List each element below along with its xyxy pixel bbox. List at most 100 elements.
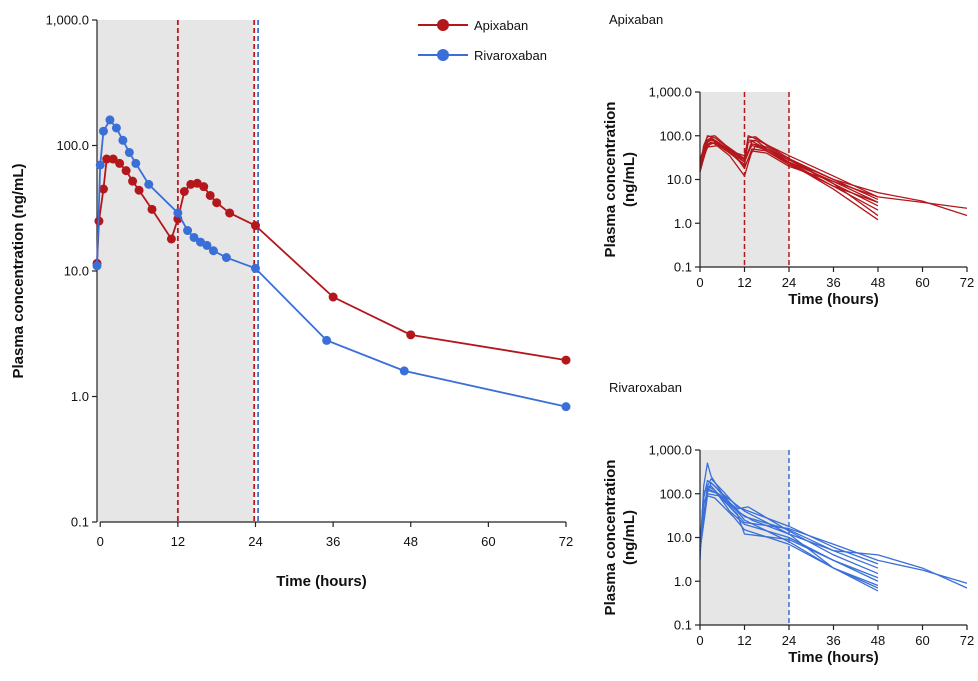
data-point-rivaroxaban [399, 366, 409, 376]
main-series [92, 115, 571, 412]
data-point-apixaban [225, 208, 235, 218]
apx-y-tick-label: 1.0 [674, 216, 692, 231]
riv-x-tick-label: 72 [960, 633, 974, 648]
riv-subject-line [699, 493, 879, 579]
data-point-rivaroxaban [95, 160, 105, 170]
apixaban-series [699, 135, 968, 221]
riv-y-tick-label: 10.0 [667, 530, 692, 545]
apixaban-vlines [743, 92, 790, 267]
apixaban-y-axis-label: Plasma concentration (ng/mL) [602, 102, 638, 258]
data-point-rivaroxaban [144, 179, 154, 189]
rivaroxaban-series [699, 462, 968, 592]
data-point-rivaroxaban [322, 335, 332, 345]
rivaroxaban-x-axis-label: Time (hours) [788, 649, 879, 666]
main-x-tick-label: 60 [481, 534, 495, 549]
data-point-apixaban [212, 198, 222, 208]
riv-x-tick-label: 60 [915, 633, 929, 648]
main-x-tick-label: 48 [404, 534, 418, 549]
rivaroxaban-y-axis-label: Plasma concentration (ng/mL) [602, 460, 638, 616]
apx-y-tick-label: 1,000.0 [649, 85, 692, 100]
data-point-apixaban [128, 176, 138, 186]
data-point-rivaroxaban [118, 135, 128, 145]
data-point-apixaban [205, 190, 215, 200]
apx-subject-line [699, 141, 968, 217]
legend-apixaban-label: Apixaban [474, 18, 528, 33]
main-chart: 0.1 1.0 10.0 100.0 1,000.0 0 12 24 36 48 60 72 Time… [10, 13, 573, 591]
apx-x-tick-label: 72 [960, 275, 974, 290]
data-point-rivaroxaban [111, 123, 121, 133]
main-x-tick-label: 0 [97, 534, 104, 549]
apx-y-axis-label-line: (ng/mL) [621, 152, 638, 207]
main-x-tick-label: 12 [171, 534, 185, 549]
data-point-rivaroxaban [221, 253, 231, 263]
data-point-apixaban [406, 330, 416, 340]
data-point-apixaban [166, 234, 176, 244]
data-point-apixaban [328, 292, 338, 302]
riv-x-tick-label: 12 [737, 633, 751, 648]
rivaroxaban-panel-title: Rivaroxaban [609, 380, 682, 395]
riv-x-tick-label: 36 [826, 633, 840, 648]
main-axes: 0.1 1.0 10.0 100.0 1,000.0 0 12 24 36 48 60 72 [46, 13, 574, 550]
legend-apixaban-marker [437, 19, 449, 31]
apx-x-tick-label: 48 [871, 275, 885, 290]
data-point-rivaroxaban [561, 402, 571, 412]
data-point-rivaroxaban [92, 261, 102, 271]
data-point-rivaroxaban [173, 208, 183, 218]
data-point-rivaroxaban [189, 232, 199, 242]
apixaban-x-axis-label: Time (hours) [788, 291, 879, 308]
main-y-tick-label: 0.1 [71, 515, 89, 530]
data-point-rivaroxaban [124, 147, 134, 157]
data-point-apixaban [115, 158, 125, 168]
legend-rivaroxaban-marker [437, 49, 449, 61]
data-point-apixaban [250, 221, 260, 231]
apixaban-axes: 0.1 1.0 10.0 100.0 1,000.0 0 12 24 36 48 60 72 [649, 85, 975, 291]
apx-y-tick-label: 10.0 [667, 172, 692, 187]
data-point-rivaroxaban [250, 263, 260, 273]
data-point-rivaroxaban [208, 246, 218, 256]
data-point-apixaban [102, 154, 112, 164]
riv-y-tick-label: 100.0 [659, 486, 692, 501]
apx-x-tick-label: 24 [782, 275, 796, 290]
main-y-tick-label: 1,000.0 [46, 13, 89, 28]
rivaroxaban-individual-chart: Rivaroxaban 0.1 1.0 10.0 100.0 1,000.0 0 12 24 3… [602, 380, 974, 666]
riv-y-tick-label: 0.1 [674, 618, 692, 633]
riv-x-tick-label: 0 [696, 633, 703, 648]
apixaban-panel-title: Apixaban [609, 12, 663, 27]
riv-y-tick-label: 1.0 [674, 574, 692, 589]
data-point-rivaroxaban [183, 226, 193, 236]
apx-x-tick-label: 60 [915, 275, 929, 290]
main-y-axis-label: Plasma concentration (ng/mL) [10, 163, 27, 378]
data-point-apixaban [561, 355, 571, 365]
riv-x-tick-label: 48 [871, 633, 885, 648]
main-y-tick-label: 100.0 [56, 138, 89, 153]
main-dosing-window-shade [97, 20, 254, 522]
data-point-apixaban [121, 166, 131, 176]
riv-y-tick-label: 1,000.0 [649, 443, 692, 458]
riv-y-axis-label-line: (ng/mL) [621, 510, 638, 565]
apx-x-tick-label: 12 [737, 275, 751, 290]
riv-subject-line [699, 495, 879, 592]
data-point-apixaban [134, 185, 144, 195]
apx-x-tick-label: 0 [696, 275, 703, 290]
data-point-apixaban [179, 186, 189, 196]
main-y-tick-label: 1.0 [71, 389, 89, 404]
data-point-rivaroxaban [98, 126, 108, 136]
main-x-tick-label: 36 [326, 534, 340, 549]
riv-subject-line [699, 489, 879, 575]
apx-y-axis-label-line: Plasma concentration [602, 102, 619, 258]
apx-y-tick-label: 100.0 [659, 128, 692, 143]
riv-x-tick-label: 24 [782, 633, 796, 648]
apx-x-tick-label: 36 [826, 275, 840, 290]
main-y-tick-label: 10.0 [64, 264, 89, 279]
apx-y-tick-label: 0.1 [674, 260, 692, 275]
riv-y-axis-label-line: Plasma concentration [602, 460, 619, 616]
main-legend: Apixaban Rivaroxaban [418, 18, 547, 63]
data-point-rivaroxaban [105, 115, 115, 125]
data-point-rivaroxaban [131, 158, 141, 168]
apixaban-individual-chart: Apixaban 0.1 1.0 10.0 100.0 1,000.0 0 12 24 36 48… [602, 12, 974, 308]
legend-rivaroxaban-label: Rivaroxaban [474, 48, 547, 63]
main-x-tick-label: 24 [248, 534, 262, 549]
data-point-apixaban [199, 182, 209, 192]
apx-subject-line [699, 135, 879, 217]
